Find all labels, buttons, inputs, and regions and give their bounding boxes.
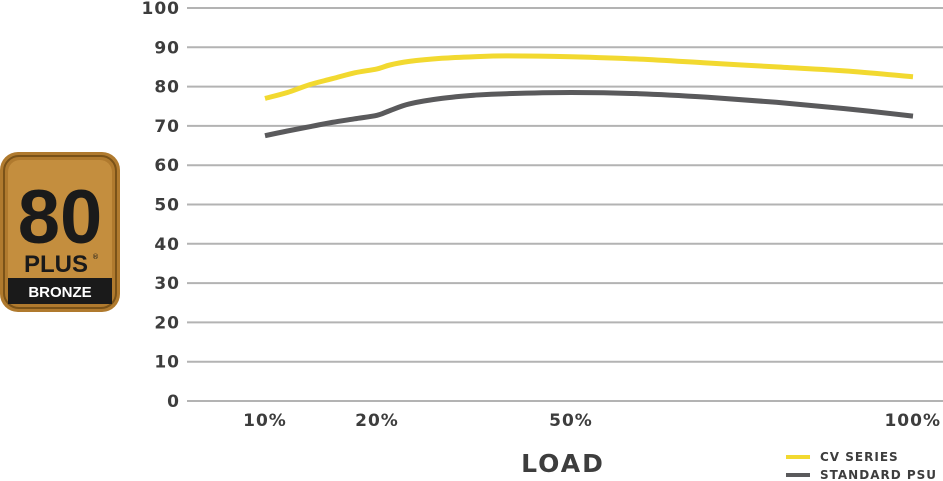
- badge-border: [3, 155, 117, 309]
- y-tick-label-50: 50: [154, 196, 180, 216]
- x-tick-label-50pct: 50%: [549, 411, 593, 431]
- y-tick-label-100: 100: [142, 0, 181, 19]
- x-tick-label-100pct: 100%: [884, 411, 941, 431]
- y-tick-label-70: 70: [154, 117, 180, 137]
- y-tick-label-40: 40: [154, 235, 180, 255]
- 80-plus-bronze-badge: 80 PLUS ® BRONZE: [0, 152, 120, 312]
- legend-label-standard-psu: STANDARD PSU: [820, 468, 937, 481]
- y-tick-label-10: 10: [154, 353, 180, 373]
- y-tick-label-80: 80: [154, 78, 180, 98]
- x-axis-ticks: 10% 20% 50% 100%: [243, 411, 941, 431]
- y-tick-label-90: 90: [154, 38, 180, 58]
- badge-tier: BRONZE: [28, 284, 91, 301]
- x-tick-label-20pct: 20%: [355, 411, 399, 431]
- series-lines: [264, 53, 914, 139]
- legend: CV SERIES STANDARD PSU: [786, 450, 937, 481]
- y-tick-label-20: 20: [154, 313, 180, 333]
- badge-plus: PLUS: [24, 251, 88, 278]
- series-line-cv-series: [264, 53, 914, 101]
- y-tick-label-30: 30: [154, 274, 180, 294]
- badge-number: 80: [18, 175, 103, 260]
- x-axis-label: LOAD: [521, 449, 605, 478]
- badge-tier-bar: [8, 278, 112, 304]
- y-tick-label-0: 0: [167, 392, 180, 412]
- grid: [187, 7, 943, 402]
- badge-registered-mark: ®: [92, 253, 99, 261]
- x-tick-label-10pct: 10%: [243, 411, 287, 431]
- y-tick-label-60: 60: [154, 156, 180, 176]
- badge-inner: [8, 160, 112, 304]
- series-line-standard-psu: [264, 90, 914, 139]
- legend-label-cv-series: CV SERIES: [820, 450, 899, 464]
- y-axis-ticks: 0 10 20 30 40 50 60 70 80 90 100: [142, 0, 181, 412]
